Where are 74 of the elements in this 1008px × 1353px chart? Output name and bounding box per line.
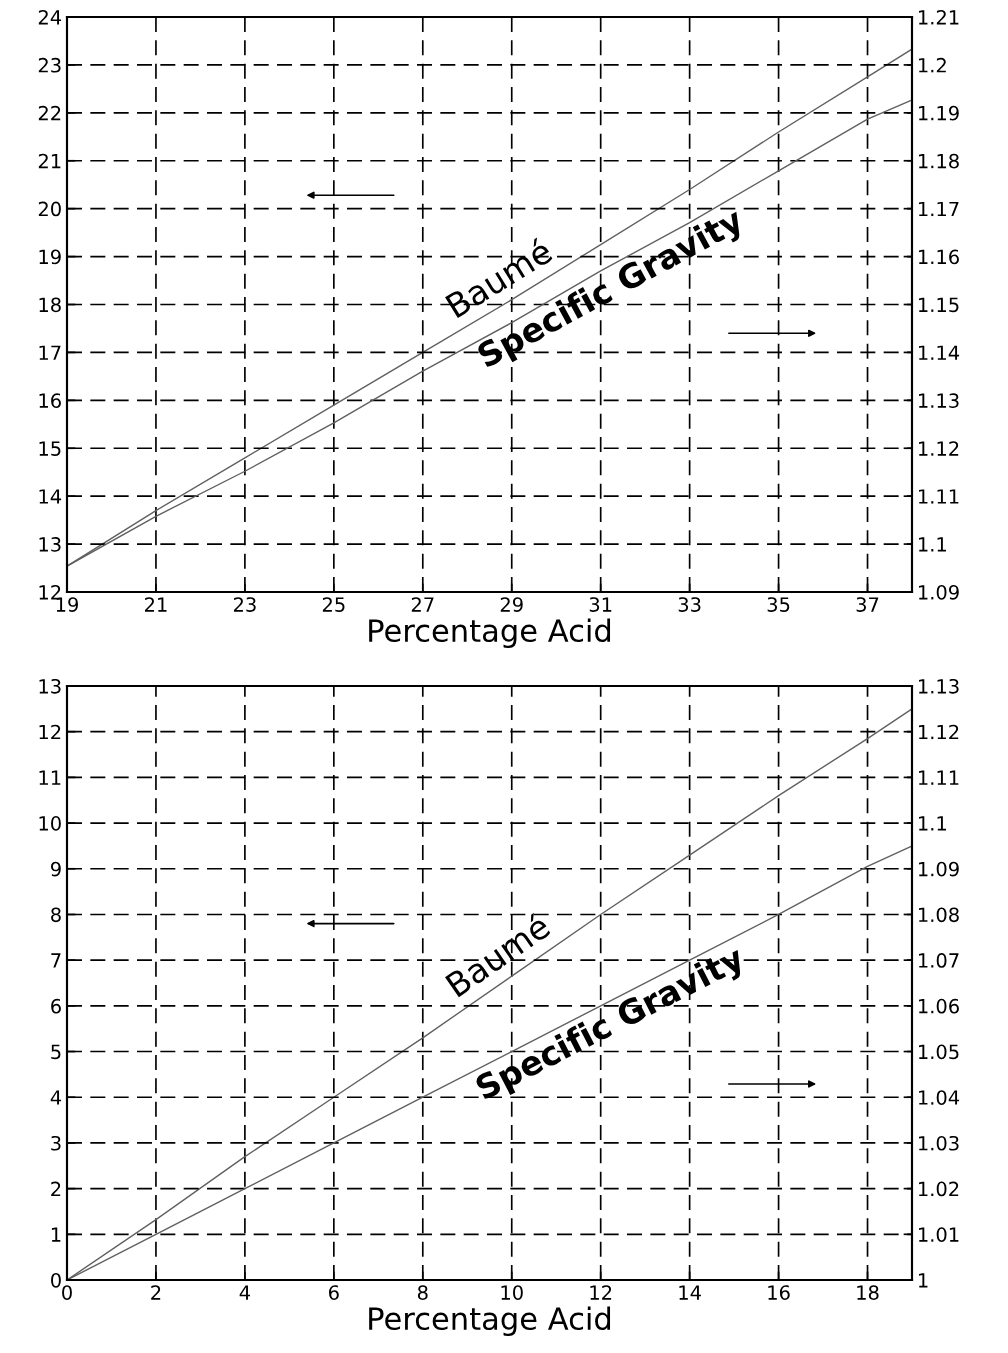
y2-tick-label: 1.11	[919, 489, 959, 504]
x-tick-label: 16	[768, 1285, 790, 1300]
x-tick-label: 21	[145, 597, 167, 612]
y-tick-label: 13	[39, 537, 61, 552]
y2-tick-label: 1.13	[919, 393, 959, 408]
y-tick-label: 23	[38, 57, 61, 73]
y-tick-label: 12	[39, 724, 61, 740]
y2-tick-label: 1.21	[919, 9, 959, 25]
y-tick-label: 20	[38, 201, 61, 217]
x-tick-label: 14	[679, 1285, 701, 1300]
y2-tick-label: 1.11	[919, 770, 959, 785]
x-tick-label: 12	[590, 1285, 612, 1300]
y-tick-label: 16	[39, 393, 61, 408]
y2-tick-label: 1.18	[919, 153, 959, 169]
x-tick-label: 2	[151, 1285, 161, 1300]
y2-tick-label: 1.15	[919, 297, 959, 313]
y2-tick-label: 1.08	[919, 907, 959, 923]
x-tick-label: 10	[501, 1285, 523, 1300]
y-tick-label: 18	[39, 297, 61, 313]
x-tick-label: 8	[417, 1285, 428, 1300]
y2-tick-label: 1.09	[919, 584, 959, 600]
y-tick-label: 24	[38, 9, 62, 25]
y-tick-label: 0	[51, 1272, 61, 1288]
x-tick-label: 25	[322, 597, 345, 612]
x-tick-label: 37	[856, 597, 879, 612]
y2-tick-label: 1.19	[919, 105, 959, 121]
y-tick-label: 10	[39, 816, 61, 831]
x-tick-label: 33	[678, 597, 701, 612]
y-tick-label: 21	[38, 153, 61, 169]
y-tick-label: 15	[39, 441, 61, 456]
y2-tick-label: 1.2	[919, 57, 946, 73]
x-axis-title: Percentage Acid	[369, 1306, 611, 1337]
y-tick-label: 19	[39, 249, 61, 265]
y2-tick-label: 1.12	[919, 724, 959, 740]
y2-tick-label: 1.04	[919, 1090, 960, 1105]
y2-tick-label: 1.01	[919, 1227, 959, 1242]
x-tick-label: 23	[233, 597, 256, 612]
x-tick-label: 31	[589, 597, 612, 612]
y2-tick-label: 1.14	[919, 345, 960, 360]
y2-tick-label: 1.16	[919, 249, 959, 265]
y2-tick-label: 1.13	[919, 678, 959, 694]
y-tick-label: 1	[51, 1227, 61, 1242]
y2-tick-label: 1.1	[919, 537, 946, 552]
y-tick-label: 9	[50, 861, 61, 877]
y-tick-label: 5	[51, 1044, 61, 1060]
x-axis-title: Percentage Acid	[369, 618, 611, 649]
y2-tick-label: 1.17	[919, 201, 959, 217]
y-tick-label: 11	[39, 770, 61, 785]
x-tick-label: 4	[239, 1285, 250, 1300]
y2-tick-label: 1.06	[919, 998, 959, 1014]
y2-tick-label: 1.03	[919, 1135, 959, 1151]
y2-tick-label: 1	[919, 1273, 928, 1288]
y2-tick-label: 1.12	[919, 441, 959, 456]
y2-tick-label: 1.09	[919, 861, 959, 877]
x-tick-label: 29	[500, 597, 523, 612]
y-tick-label: 17	[39, 345, 61, 360]
y-tick-label: 22	[38, 105, 61, 121]
y-tick-label: 2	[51, 1181, 61, 1196]
x-tick-label: 6	[329, 1285, 339, 1300]
x-tick-label: 18	[857, 1285, 879, 1300]
y-tick-label: 3	[51, 1135, 61, 1151]
y-tick-label: 8	[51, 907, 61, 923]
y-tick-label: 13	[39, 678, 61, 694]
y-tick-label: 4	[50, 1090, 62, 1105]
y-tick-label: 7	[51, 953, 61, 968]
y2-tick-label: 1.02	[919, 1181, 959, 1197]
y-tick-label: 6	[51, 998, 61, 1014]
y-tick-label: 14	[39, 489, 62, 504]
x-tick-label: 27	[411, 597, 434, 612]
x-tick-label: 35	[767, 597, 790, 612]
y2-tick-label: 1.07	[919, 953, 959, 968]
y2-tick-label: 1.1	[919, 816, 946, 831]
y2-tick-label: 1.05	[919, 1044, 959, 1060]
x-tick-label: 0	[62, 1285, 72, 1300]
